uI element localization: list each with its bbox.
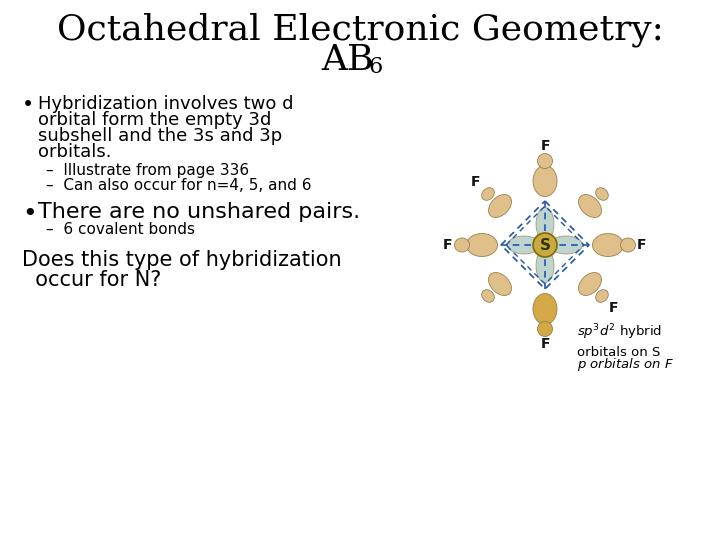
Ellipse shape: [482, 188, 495, 200]
Text: There are no unshared pairs.: There are no unshared pairs.: [38, 202, 360, 222]
Text: orbital form the empty 3d: orbital form the empty 3d: [38, 111, 271, 129]
Text: Does this type of hybridization: Does this type of hybridization: [22, 250, 341, 270]
Text: –  Can also occur for n=4, 5, and 6: – Can also occur for n=4, 5, and 6: [46, 178, 312, 193]
Text: occur for N?: occur for N?: [22, 270, 161, 290]
Ellipse shape: [538, 153, 552, 168]
Ellipse shape: [533, 165, 557, 197]
Ellipse shape: [579, 273, 601, 295]
Text: S: S: [539, 238, 551, 253]
Text: subshell and the 3s and 3p: subshell and the 3s and 3p: [38, 127, 282, 145]
Ellipse shape: [533, 294, 557, 325]
Text: F: F: [540, 337, 550, 351]
Text: AB: AB: [322, 43, 374, 77]
Ellipse shape: [538, 321, 552, 336]
Text: $sp^3d^2$ hybrid
orbitals on S: $sp^3d^2$ hybrid orbitals on S: [577, 322, 662, 359]
Text: •: •: [22, 95, 35, 115]
Text: orbitals.: orbitals.: [38, 143, 112, 161]
Ellipse shape: [579, 194, 601, 218]
Text: –  Illustrate from page 336: – Illustrate from page 336: [46, 163, 249, 178]
Text: $p$ orbitals on F: $p$ orbitals on F: [577, 356, 674, 373]
Circle shape: [533, 233, 557, 257]
Ellipse shape: [536, 249, 554, 282]
Ellipse shape: [489, 273, 511, 295]
Ellipse shape: [482, 289, 495, 302]
Text: •: •: [22, 202, 37, 226]
Text: F: F: [637, 238, 647, 252]
Ellipse shape: [536, 207, 554, 240]
Ellipse shape: [595, 289, 608, 302]
Ellipse shape: [595, 188, 608, 200]
Ellipse shape: [621, 238, 636, 252]
Ellipse shape: [508, 236, 541, 254]
Ellipse shape: [454, 238, 469, 252]
Ellipse shape: [489, 194, 511, 218]
Ellipse shape: [549, 236, 582, 254]
Ellipse shape: [593, 233, 624, 256]
Ellipse shape: [467, 233, 498, 256]
Text: F: F: [609, 301, 618, 315]
Text: 6: 6: [368, 56, 382, 78]
Text: Hybridization involves two d: Hybridization involves two d: [38, 95, 294, 113]
Text: F: F: [444, 238, 453, 252]
Text: F: F: [472, 175, 481, 189]
Text: –  6 covalent bonds: – 6 covalent bonds: [46, 222, 195, 237]
Text: Octahedral Electronic Geometry:: Octahedral Electronic Geometry:: [57, 13, 663, 47]
Text: F: F: [540, 139, 550, 153]
